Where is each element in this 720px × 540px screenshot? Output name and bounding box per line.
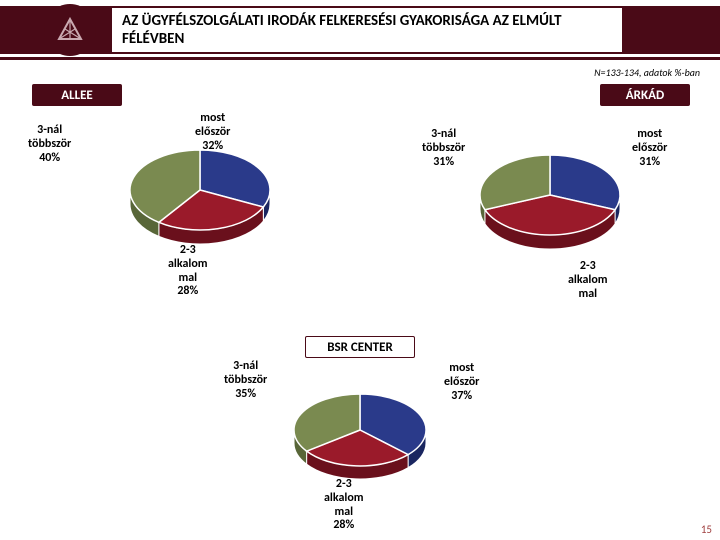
allee-label-twothree: 2-3 alkalom mal 28% <box>168 244 208 299</box>
chart-canvas <box>0 0 720 540</box>
triangle-icon <box>55 15 85 45</box>
arkad-label-first: most először 31% <box>632 128 667 169</box>
arkad-label-twothree: 2-3 alkalom mal <box>568 260 608 301</box>
tab-arkad: ÁRKÁD <box>600 84 690 106</box>
allee-label-more: 3-nál többször 40% <box>28 124 71 165</box>
bsr-label-twothree: 2-3 alkalom mal 28% <box>324 478 364 533</box>
tab-allee: ALLEE <box>32 84 122 106</box>
arkad-label-more: 3-nál többször 31% <box>422 128 465 169</box>
title-box: AZ ÜGYFÉLSZOLGÁLATI IRODÁK FELKERESÉSI G… <box>112 8 622 52</box>
page-title: AZ ÜGYFÉLSZOLGÁLATI IRODÁK FELKERESÉSI G… <box>122 12 612 48</box>
bsr-label-first: most először 37% <box>444 362 479 403</box>
page-number: 15 <box>701 523 712 536</box>
header: AZ ÜGYFÉLSZOLGÁLATI IRODÁK FELKERESÉSI G… <box>0 0 720 60</box>
allee-label-first: most először 32% <box>195 112 230 153</box>
tab-bsr: BSR CENTER <box>305 336 415 358</box>
sample-note: N=133-134, adatok %-ban <box>594 66 700 79</box>
logo-badge <box>44 4 96 56</box>
bsr-label-more: 3-nál többször 35% <box>224 360 267 401</box>
